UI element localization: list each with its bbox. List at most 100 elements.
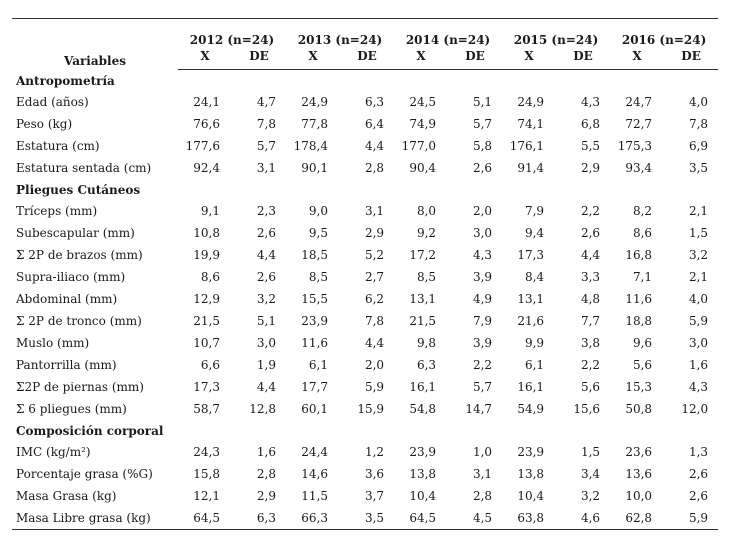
row-label: Supra-iliaco (mm) (16, 270, 126, 284)
cell-sd: 3,0 (688, 336, 709, 350)
header-x: X (286, 49, 341, 70)
cell-mean: 6,3 (416, 358, 437, 372)
cell-mean: 178,4 (293, 139, 329, 153)
data-table-container: Variables 2012 (n=24) 2013 (n=24) 2014 (… (12, 18, 719, 530)
cell-sd: 4,4 (256, 248, 277, 262)
cell-sd: 2,8 (256, 467, 277, 481)
cell-mean: 58,7 (193, 402, 220, 416)
cell-mean: 11,6 (625, 292, 653, 306)
header-year: 2014 (n=24) (394, 18, 503, 49)
cell-sd: 2,6 (688, 467, 709, 481)
table-row: Pantorrilla (mm) 6,6 1,9 6,1 2,0 6,3 2,2 6,1 2,2… (12, 354, 718, 376)
cell-sd: 15,6 (573, 402, 601, 416)
cell-mean: 17,2 (409, 248, 437, 262)
cell-sd: 2,1 (688, 204, 709, 218)
cell-sd: 4,6 (556, 507, 611, 530)
cell-sd: 3,8 (580, 336, 601, 350)
cell-sd: 2,6 (688, 489, 709, 503)
cell-sd: 5,9 (688, 314, 709, 328)
cell-mean: 54,9 (517, 402, 545, 416)
section-title: Antropometría (16, 73, 115, 88)
cell-mean: 91,4 (517, 161, 545, 175)
cell-mean: 76,6 (193, 117, 220, 131)
section-row: Antropometría (12, 70, 718, 92)
row-label: Subescapular (mm) (16, 226, 135, 240)
header-variables: Variables (12, 18, 178, 70)
cell-sd: 2,3 (256, 204, 277, 218)
cell-sd: 5,2 (364, 248, 385, 262)
cell-mean: 15,5 (301, 292, 329, 306)
cell-sd: 1,5 (688, 226, 709, 240)
section-row: Composición corporal (12, 420, 718, 441)
table-row: Σ2P de piernas (mm) 17,3 4,4 17,7 5,9 16,1 5,7… (12, 376, 718, 398)
cell-sd: 4,4 (580, 248, 601, 262)
cell-mean: 7,1 (632, 270, 653, 284)
row-label: Estatura sentada (cm) (16, 161, 152, 175)
cell-mean: 8,5 (416, 270, 437, 284)
cell-mean: 9,0 (308, 204, 329, 218)
cell-mean: 63,8 (502, 507, 557, 530)
cell-mean: 16,1 (409, 380, 437, 394)
cell-mean: 21,5 (409, 314, 437, 328)
cell-mean: 9,1 (200, 204, 220, 218)
cell-sd: 2,2 (472, 358, 493, 372)
cell-mean: 24,1 (193, 95, 220, 109)
cell-mean: 16,1 (517, 380, 545, 394)
row-label: Edad (años) (16, 95, 89, 109)
cell-mean: 8,5 (308, 270, 329, 284)
cell-mean: 13,8 (517, 467, 545, 481)
cell-sd: 2,1 (688, 270, 709, 284)
cell-sd: 4,3 (472, 248, 493, 262)
cell-sd: 3,0 (472, 226, 493, 240)
header-x: X (178, 49, 232, 70)
cell-mean: 72,7 (625, 117, 653, 131)
cell-mean: 21,6 (517, 314, 545, 328)
table-row: Tríceps (mm) 9,1 2,3 9,0 3,1 8,0 2,0 7,9 2,2 8,2 2… (12, 200, 718, 222)
cell-sd: 5,1 (256, 314, 277, 328)
cell-mean: 9,6 (632, 336, 653, 350)
cell-mean: 177,6 (185, 139, 220, 153)
section-title: Composición corporal (16, 423, 164, 438)
table-row: Edad (años) 24,1 4,7 24,9 6,3 24,5 5,1 24,9 4,3 2… (12, 91, 718, 113)
cell-mean: 17,3 (193, 380, 220, 394)
cell-mean: 24,5 (409, 95, 437, 109)
table-row: Σ 6 pliegues (mm) 58,7 12,8 60,1 15,9 54,8 14,… (12, 398, 718, 420)
cell-sd: 6,2 (364, 292, 385, 306)
cell-sd: 2,9 (256, 489, 277, 503)
header-year: 2013 (n=24) (286, 18, 395, 49)
header-de: DE (556, 49, 611, 70)
cell-sd: 2,8 (472, 489, 493, 503)
cell-mean: 60,1 (301, 402, 329, 416)
cell-mean: 24,7 (625, 95, 653, 109)
cell-sd: 5,5 (580, 139, 601, 153)
table-row: Peso (kg) 76,6 7,8 77,8 6,4 74,9 5,7 74,1 6,8 72,… (12, 113, 718, 135)
cell-mean: 50,8 (625, 402, 653, 416)
cell-mean: 8,0 (416, 204, 437, 218)
row-label: Masa Libre grasa (kg) (12, 507, 178, 530)
table-row: Abdominal (mm) 12,9 3,2 15,5 6,2 13,1 4,9 13,1 4… (12, 288, 718, 310)
cell-sd: 1,6 (688, 358, 709, 372)
cell-mean: 62,8 (610, 507, 665, 530)
cell-sd: 2,2 (580, 358, 601, 372)
cell-sd: 3,9 (472, 270, 493, 284)
cell-sd: 4,0 (688, 95, 709, 109)
cell-mean: 10,8 (193, 226, 220, 240)
header-row-stats: X DE X DE X DE X DE X DE (12, 49, 719, 70)
cell-mean: 66,3 (286, 507, 341, 530)
cell-sd: 4,3 (580, 95, 601, 109)
row-label: Σ2P de piernas (mm) (16, 380, 144, 394)
cell-sd: 2,7 (364, 270, 385, 284)
cell-sd: 4,5 (448, 507, 503, 530)
cell-sd: 5,8 (472, 139, 493, 153)
table-row: Estatura sentada (cm) 92,4 3,1 90,1 2,8 90,4 2… (12, 157, 718, 179)
cell-sd: 3,2 (688, 248, 709, 262)
cell-sd: 6,8 (580, 117, 601, 131)
cell-sd: 12,0 (681, 402, 709, 416)
cell-sd: 5,1 (472, 95, 493, 109)
cell-sd: 4,4 (364, 139, 385, 153)
row-label: Peso (kg) (16, 117, 73, 131)
cell-mean: 23,9 (301, 314, 329, 328)
cell-mean: 23,6 (625, 445, 653, 459)
cell-mean: 13,8 (409, 467, 437, 481)
cell-sd: 5,9 (364, 380, 385, 394)
